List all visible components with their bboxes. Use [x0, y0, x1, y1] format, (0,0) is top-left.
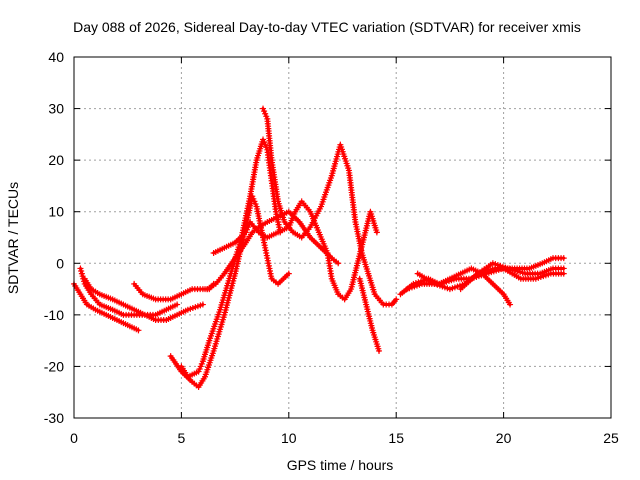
chart-title: Day 088 of 2026, Sidereal Day-to-day VTE…: [73, 19, 581, 35]
x-tick-label: 5: [178, 430, 186, 446]
series-markers: [178, 136, 284, 380]
series-markers: [210, 198, 380, 303]
x-tick-label: 20: [496, 430, 512, 446]
series-arc-8: [210, 198, 380, 303]
series-markers: [356, 275, 383, 354]
series-line: [261, 107, 398, 307]
x-tick-label: 25: [603, 430, 619, 446]
y-tick-label: 30: [48, 101, 64, 117]
y-tick-label: -10: [44, 307, 64, 323]
x-tick-label: 10: [281, 430, 297, 446]
y-tick-label: 0: [56, 255, 64, 271]
tick-marks: [73, 56, 612, 419]
y-tick-label: -20: [44, 358, 64, 374]
x-axis-label: GPS time / hours: [287, 457, 394, 473]
y-axis-label: SDTVAR / TECUs: [5, 182, 21, 294]
y-tick-label: -30: [44, 410, 64, 426]
series-arc-9: [260, 105, 400, 308]
y-tick-labels: -30 -20 -10 0 10 20 30 40: [44, 49, 64, 426]
series-layer: [71, 105, 567, 391]
series-markers: [260, 105, 400, 308]
series-arc-3: [81, 275, 206, 324]
y-tick-label: 10: [48, 204, 64, 220]
x-tick-labels: 0 5 10 15 20 25: [70, 430, 619, 446]
series-arc-14: [457, 255, 567, 293]
y-tick-label: 40: [48, 49, 64, 65]
y-tick-label: 20: [48, 152, 64, 168]
series-markers: [81, 275, 206, 324]
series-arc-10: [356, 275, 383, 354]
x-tick-label: 15: [388, 430, 404, 446]
series-arc-2: [77, 265, 181, 318]
series-markers: [457, 255, 567, 293]
grid: [74, 57, 611, 418]
plot-frame: [73, 56, 612, 419]
x-tick-label: 0: [70, 430, 78, 446]
series-arc-4: [131, 280, 217, 303]
